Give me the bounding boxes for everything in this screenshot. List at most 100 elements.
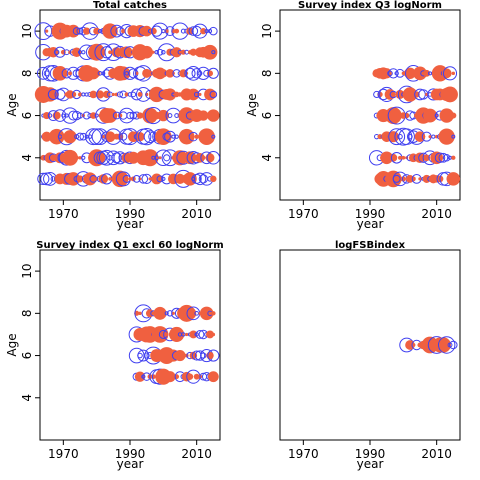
y-tick-label: 6 xyxy=(260,112,274,120)
negative-residual-bubble xyxy=(150,374,156,380)
negative-residual-bubble xyxy=(135,132,145,142)
positive-residual-bubble xyxy=(105,150,121,166)
negative-residual-bubble xyxy=(423,154,430,162)
positive-residual-bubble xyxy=(193,172,207,186)
negative-residual-bubble xyxy=(211,332,216,337)
y-tick-label: 8 xyxy=(20,70,34,78)
positive-residual-bubble xyxy=(167,113,173,118)
negative-residual-bubble xyxy=(418,177,422,181)
x-tick-label: 1990 xyxy=(115,207,146,221)
x-axis-label: year xyxy=(117,457,144,471)
negative-residual-bubble xyxy=(211,311,216,316)
positive-residual-bubble xyxy=(72,27,81,36)
negative-residual-bubble xyxy=(78,156,82,160)
negative-residual-bubble xyxy=(158,156,162,160)
negative-residual-bubble xyxy=(202,44,218,60)
panel-4: logFSBindex 1970 1990 2010 year xyxy=(279,240,461,471)
negative-residual-bubble xyxy=(387,131,399,143)
negative-residual-bubble xyxy=(423,69,431,77)
negative-residual-bubble xyxy=(451,92,456,97)
negative-residual-bubble xyxy=(400,176,407,182)
positive-residual-bubble xyxy=(180,28,186,34)
negative-residual-bubble xyxy=(98,174,109,184)
negative-residual-bubble xyxy=(205,132,215,142)
negative-residual-bubble xyxy=(102,108,118,123)
positive-residual-bubble xyxy=(161,49,166,55)
positive-residual-bubble xyxy=(81,50,86,55)
positive-residual-bubble xyxy=(138,128,156,146)
negative-residual-bubble xyxy=(138,311,142,316)
negative-residual-bubble xyxy=(189,48,197,56)
positive-residual-bubble xyxy=(53,49,60,55)
x-axis-label: year xyxy=(357,457,384,471)
positive-residual-bubble xyxy=(71,110,82,121)
negative-residual-bubble xyxy=(159,309,167,317)
negative-residual-bubble xyxy=(71,47,82,57)
negative-residual-bubble xyxy=(178,128,195,145)
negative-residual-bubble xyxy=(389,153,398,162)
negative-residual-bubble xyxy=(398,155,402,160)
y-tick-label: 8 xyxy=(260,70,274,78)
negative-residual-bubble xyxy=(200,27,207,35)
negative-residual-bubble xyxy=(77,92,83,97)
x-tick-label: 1970 xyxy=(48,207,79,221)
x-tick-label: 2010 xyxy=(421,207,452,221)
negative-residual-bubble xyxy=(147,70,153,77)
panel-title: logFSBindex xyxy=(335,240,406,251)
negative-residual-bubble xyxy=(104,131,116,143)
positive-residual-bubble xyxy=(43,70,50,77)
positive-residual-bubble xyxy=(207,67,219,79)
negative-residual-bubble xyxy=(159,69,168,78)
x-axis-label: year xyxy=(117,217,144,231)
x-tick-label: 2010 xyxy=(421,447,452,461)
negative-residual-bubble xyxy=(180,49,186,55)
negative-residual-bubble xyxy=(90,112,97,119)
negative-residual-bubble xyxy=(41,131,52,142)
negative-residual-bubble xyxy=(186,373,194,380)
negative-residual-bubble xyxy=(70,91,77,98)
x-tick-label: 1990 xyxy=(115,447,146,461)
negative-residual-bubble xyxy=(151,50,155,54)
positive-residual-bubble xyxy=(194,350,206,361)
negative-residual-bubble xyxy=(207,109,220,122)
plot-frame xyxy=(279,9,461,201)
panel-title: Survey index Q3 logNorm xyxy=(298,0,442,11)
positive-residual-bubble xyxy=(116,91,124,98)
y-tick-label: 4 xyxy=(260,154,274,162)
negative-residual-bubble xyxy=(74,155,79,160)
positive-residual-bubble xyxy=(206,151,221,165)
positive-residual-bubble xyxy=(53,109,67,122)
negative-residual-bubble xyxy=(207,371,219,383)
negative-residual-bubble xyxy=(108,177,112,181)
positive-residual-bubble xyxy=(211,134,216,139)
negative-residual-bubble xyxy=(172,150,188,166)
negative-residual-bubble xyxy=(171,47,182,58)
y-axis-label: Age xyxy=(245,93,259,116)
negative-residual-bubble xyxy=(116,66,131,81)
negative-residual-bubble xyxy=(111,170,129,188)
negative-residual-bubble xyxy=(198,92,202,96)
panel-title: Survey index Q1 excl 60 logNorm xyxy=(36,240,223,251)
negative-residual-bubble xyxy=(94,46,106,58)
positive-residual-bubble xyxy=(442,66,458,81)
positive-residual-bubble xyxy=(442,154,451,162)
bubble-layer xyxy=(399,336,458,354)
negative-residual-bubble xyxy=(93,27,101,35)
negative-residual-bubble xyxy=(185,332,189,337)
positive-residual-bubble xyxy=(211,50,216,55)
negative-residual-bubble xyxy=(121,28,126,34)
positive-residual-bubble xyxy=(207,349,220,362)
negative-residual-bubble xyxy=(163,88,177,101)
panel-3: Survey index Q1 excl 60 logNorm 1970 1990 2… xyxy=(5,240,224,471)
negative-residual-bubble xyxy=(446,172,461,186)
positive-residual-bubble xyxy=(156,48,164,56)
negative-residual-bubble xyxy=(101,134,106,139)
positive-residual-bubble xyxy=(195,330,205,339)
positive-residual-bubble xyxy=(434,152,446,164)
x-tick-label: 1970 xyxy=(48,447,79,461)
negative-residual-bubble xyxy=(448,134,452,139)
positive-residual-bubble xyxy=(107,154,113,161)
negative-residual-bubble xyxy=(201,155,206,160)
negative-residual-bubble xyxy=(413,66,427,81)
